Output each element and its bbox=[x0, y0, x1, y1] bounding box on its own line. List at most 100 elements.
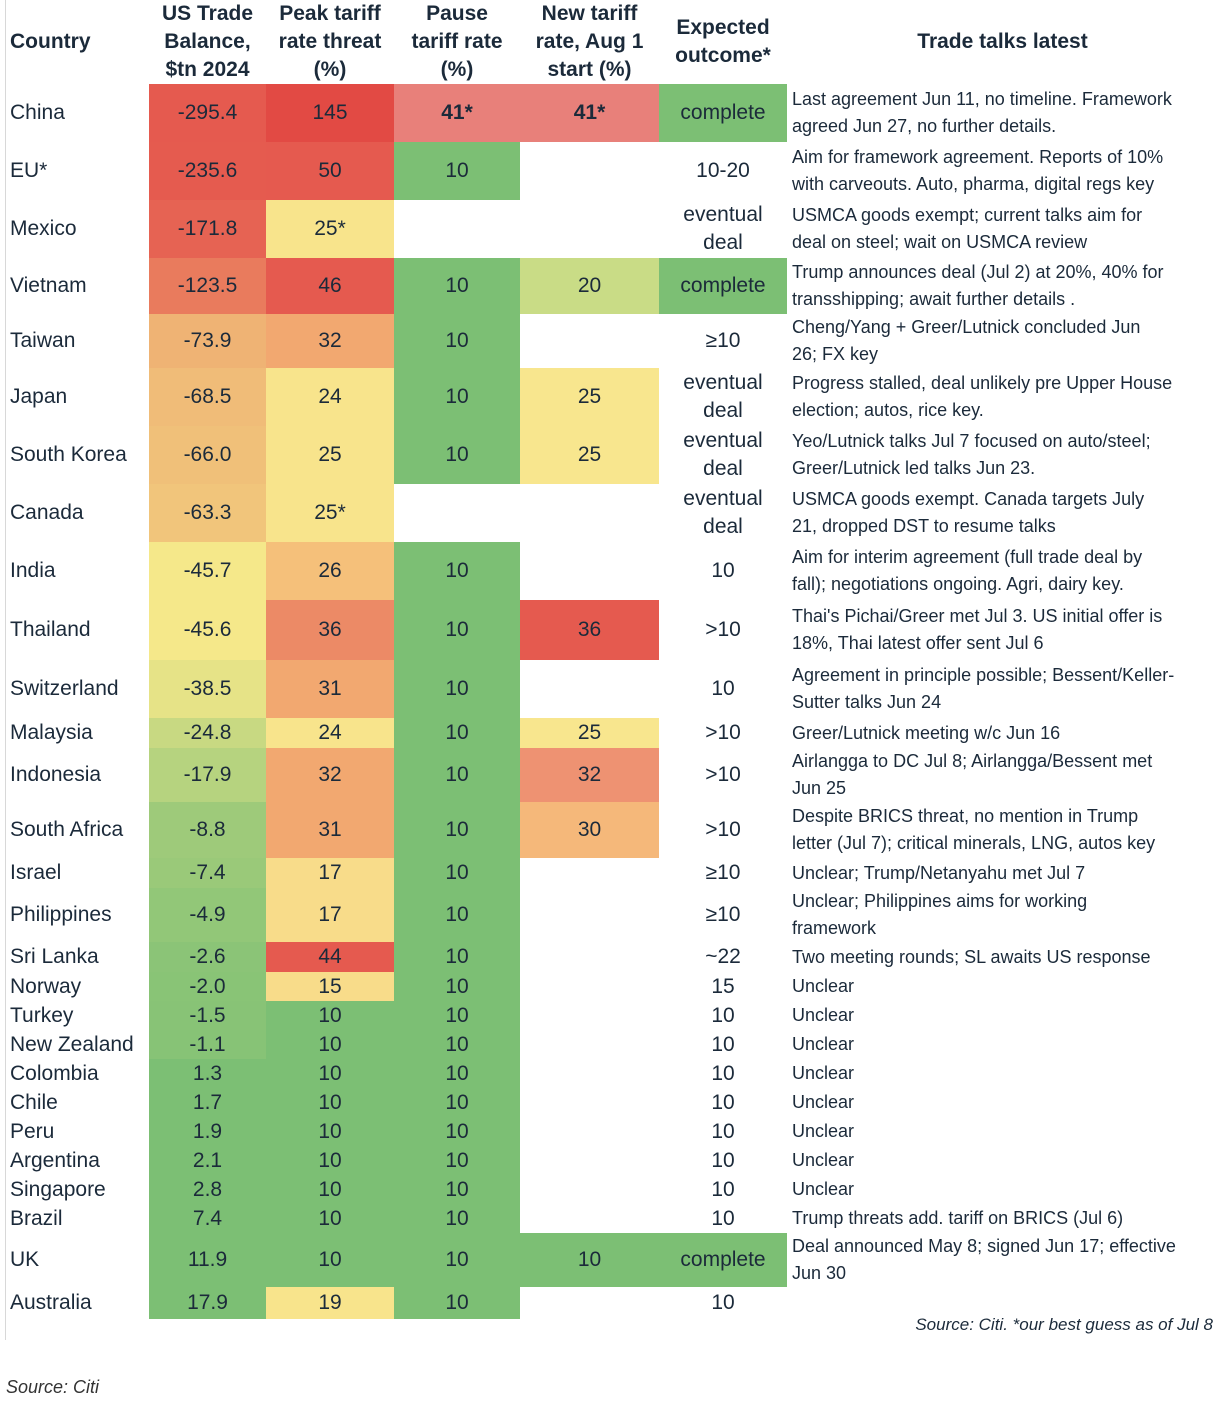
peak-tariff-cell: 44 bbox=[266, 942, 394, 972]
trade-balance-cell: -171.8 bbox=[149, 200, 266, 258]
outcome-line: eventual bbox=[683, 371, 763, 394]
peak-tariff-cell: 17 bbox=[266, 858, 394, 888]
expected-outcome-cell: 10 bbox=[659, 1146, 787, 1175]
pause-tariff-cell: 10 bbox=[394, 748, 520, 802]
expected-outcome-cell: eventual deal bbox=[659, 200, 787, 258]
expected-outcome-cell: 10 bbox=[659, 1117, 787, 1146]
table-row: South Korea -66.0 25 10 25 eventual deal Yeo/Lu… bbox=[6, 426, 1218, 484]
table-row: Indonesia -17.9 32 10 32 >10 Airlangga to DC J… bbox=[6, 748, 1218, 802]
talks-line: Unclear; Philippines aims for working bbox=[792, 891, 1088, 911]
pause-tariff-cell bbox=[394, 200, 520, 258]
country-cell: Japan bbox=[10, 385, 68, 408]
trade-balance-cell: 2.8 bbox=[149, 1175, 266, 1204]
expected-outcome-cell: complete bbox=[659, 258, 787, 314]
table-row: Philippines -4.9 17 10 ≥10 Unclear; Philippin… bbox=[6, 888, 1218, 942]
outcome-line: >10 bbox=[705, 818, 741, 841]
outcome-line: complete bbox=[680, 274, 766, 297]
trade-talks-cell: Deal announced May 8; signed Jun 17; eff… bbox=[787, 1233, 1218, 1287]
talks-line: Agreement in principle possible; Bessent… bbox=[792, 665, 1175, 685]
country-cell: New Zealand bbox=[10, 1032, 134, 1056]
country-cell: Canada bbox=[10, 501, 84, 524]
country-cell: UK bbox=[10, 1248, 40, 1271]
talks-line: Unclear bbox=[792, 1092, 855, 1112]
trade-balance-cell: -123.5 bbox=[149, 258, 266, 314]
table-row: EU* -235.6 50 10 10-20 Aim for framework agre… bbox=[6, 142, 1218, 200]
trade-balance-cell: -73.9 bbox=[149, 314, 266, 368]
new-tariff-cell: 41* bbox=[520, 84, 659, 142]
table-row: Malaysia -24.8 24 10 25 >10 Greer/Lutnick meet… bbox=[6, 718, 1218, 748]
talks-line: transshipping; await further details . bbox=[792, 289, 1076, 309]
talks-line: fall); negotiations ongoing. Agri, dairy… bbox=[792, 574, 1124, 594]
peak-tariff-cell: 10 bbox=[266, 1059, 394, 1088]
table-body: China -295.4 145 41* 41* complete Last agreeme… bbox=[6, 84, 1218, 1319]
expected-outcome-cell: complete bbox=[659, 1233, 787, 1287]
new-tariff-cell: 25 bbox=[520, 368, 659, 426]
peak-tariff-cell: 10 bbox=[266, 1001, 394, 1030]
table-row: Singapore 2.8 10 10 10 Unclear bbox=[6, 1175, 1218, 1204]
outcome-line: 10 bbox=[711, 1003, 735, 1027]
peak-tariff-cell: 24 bbox=[266, 368, 394, 426]
trade-balance-cell: -66.0 bbox=[149, 426, 266, 484]
pause-tariff-cell: 10 bbox=[394, 426, 520, 484]
table-row: Switzerland -38.5 31 10 10 Agreement in princ… bbox=[6, 660, 1218, 718]
pause-tariff-cell: 10 bbox=[394, 1287, 520, 1319]
talks-line: Greer/Lutnick led talks Jun 23. bbox=[792, 458, 1036, 478]
new-tariff-cell: 36 bbox=[520, 600, 659, 660]
outcome-line: >10 bbox=[705, 763, 741, 786]
header-pause-tariff: Pause tariff rate (%) bbox=[411, 2, 503, 81]
trade-talks-cell: Yeo/Lutnick talks Jul 7 focused on auto/… bbox=[787, 426, 1218, 484]
table-row: Taiwan -73.9 32 10 ≥10 Cheng/Yang + Greer/Lut… bbox=[6, 314, 1218, 368]
talks-line: Trump threats add. tariff on BRICS (Jul … bbox=[792, 1208, 1124, 1228]
country-cell: Argentina bbox=[10, 1148, 100, 1172]
table-row: Argentina 2.1 10 10 10 Unclear bbox=[6, 1146, 1218, 1175]
new-tariff-cell bbox=[520, 142, 659, 200]
header-new-tariff: New tariff rate, Aug 1 start (%) bbox=[535, 2, 644, 81]
country-cell: Mexico bbox=[10, 217, 77, 240]
trade-talks-cell: Airlangga to DC Jul 8; Airlangga/Bessent… bbox=[787, 748, 1218, 802]
trade-balance-cell: -63.3 bbox=[149, 484, 266, 542]
trade-talks-cell: Aim for framework agreement. Reports of … bbox=[787, 142, 1218, 200]
peak-tariff-cell: 10 bbox=[266, 1204, 394, 1233]
trade-talks-cell: Cheng/Yang + Greer/Lutnick concluded Jun… bbox=[787, 314, 1218, 368]
country-cell: Switzerland bbox=[10, 677, 119, 700]
pause-tariff-cell: 41* bbox=[394, 84, 520, 142]
trade-balance-cell: -295.4 bbox=[149, 84, 266, 142]
trade-talks-cell: Progress stalled, deal unlikely pre Uppe… bbox=[787, 368, 1218, 426]
new-tariff-cell bbox=[520, 1204, 659, 1233]
table-row: Canada -63.3 25* eventual deal USMCA goods ex… bbox=[6, 484, 1218, 542]
trade-balance-cell: -7.4 bbox=[149, 858, 266, 888]
talks-line: election; autos, rice key. bbox=[792, 400, 984, 420]
table-frame bbox=[5, 0, 1219, 1340]
peak-tariff-cell: 25* bbox=[266, 484, 394, 542]
trade-talks-cell: Unclear bbox=[787, 1088, 1218, 1117]
trade-talks-cell: Last agreement Jun 11, no timeline. Fram… bbox=[787, 84, 1218, 142]
trade-balance-cell: -4.9 bbox=[149, 888, 266, 942]
new-tariff-cell: 10 bbox=[520, 1233, 659, 1287]
country-cell: Turkey bbox=[10, 1003, 74, 1027]
country-cell: Norway bbox=[10, 974, 82, 998]
trade-balance-cell: 17.9 bbox=[149, 1287, 266, 1319]
talks-line: 21, dropped DST to resume talks bbox=[792, 516, 1056, 536]
new-tariff-cell bbox=[520, 888, 659, 942]
peak-tariff-cell: 10 bbox=[266, 1146, 394, 1175]
outcome-line: 10 bbox=[711, 1090, 735, 1114]
trade-balance-cell: -38.5 bbox=[149, 660, 266, 718]
new-tariff-cell bbox=[520, 1117, 659, 1146]
country-cell: Vietnam bbox=[10, 274, 87, 297]
peak-tariff-cell: 26 bbox=[266, 542, 394, 600]
table-row: Brazil 7.4 10 10 10 Trump threats add. tariff… bbox=[6, 1204, 1218, 1233]
country-cell: Thailand bbox=[10, 618, 91, 641]
new-tariff-cell: 25 bbox=[520, 718, 659, 748]
talks-line: Jun 30 bbox=[792, 1263, 847, 1283]
talks-line: Trump announces deal (Jul 2) at 20%, 40%… bbox=[792, 262, 1164, 282]
header-trade-talks: Trade talks latest bbox=[917, 30, 1088, 53]
trade-talks-cell: Trump announces deal (Jul 2) at 20%, 40%… bbox=[787, 258, 1218, 314]
trade-talks-cell: Agreement in principle possible; Bessent… bbox=[787, 660, 1218, 718]
country-cell: Malaysia bbox=[10, 721, 93, 744]
country-cell: Sri Lanka bbox=[10, 945, 99, 968]
outcome-line: eventual bbox=[683, 487, 763, 510]
trade-balance-cell: -235.6 bbox=[149, 142, 266, 200]
table-row: Israel -7.4 17 10 ≥10 Unclear; Trump/Netanyah… bbox=[6, 858, 1218, 888]
talks-line: 18%, Thai latest offer sent Jul 6 bbox=[792, 633, 1044, 653]
outcome-line: deal bbox=[703, 399, 743, 422]
